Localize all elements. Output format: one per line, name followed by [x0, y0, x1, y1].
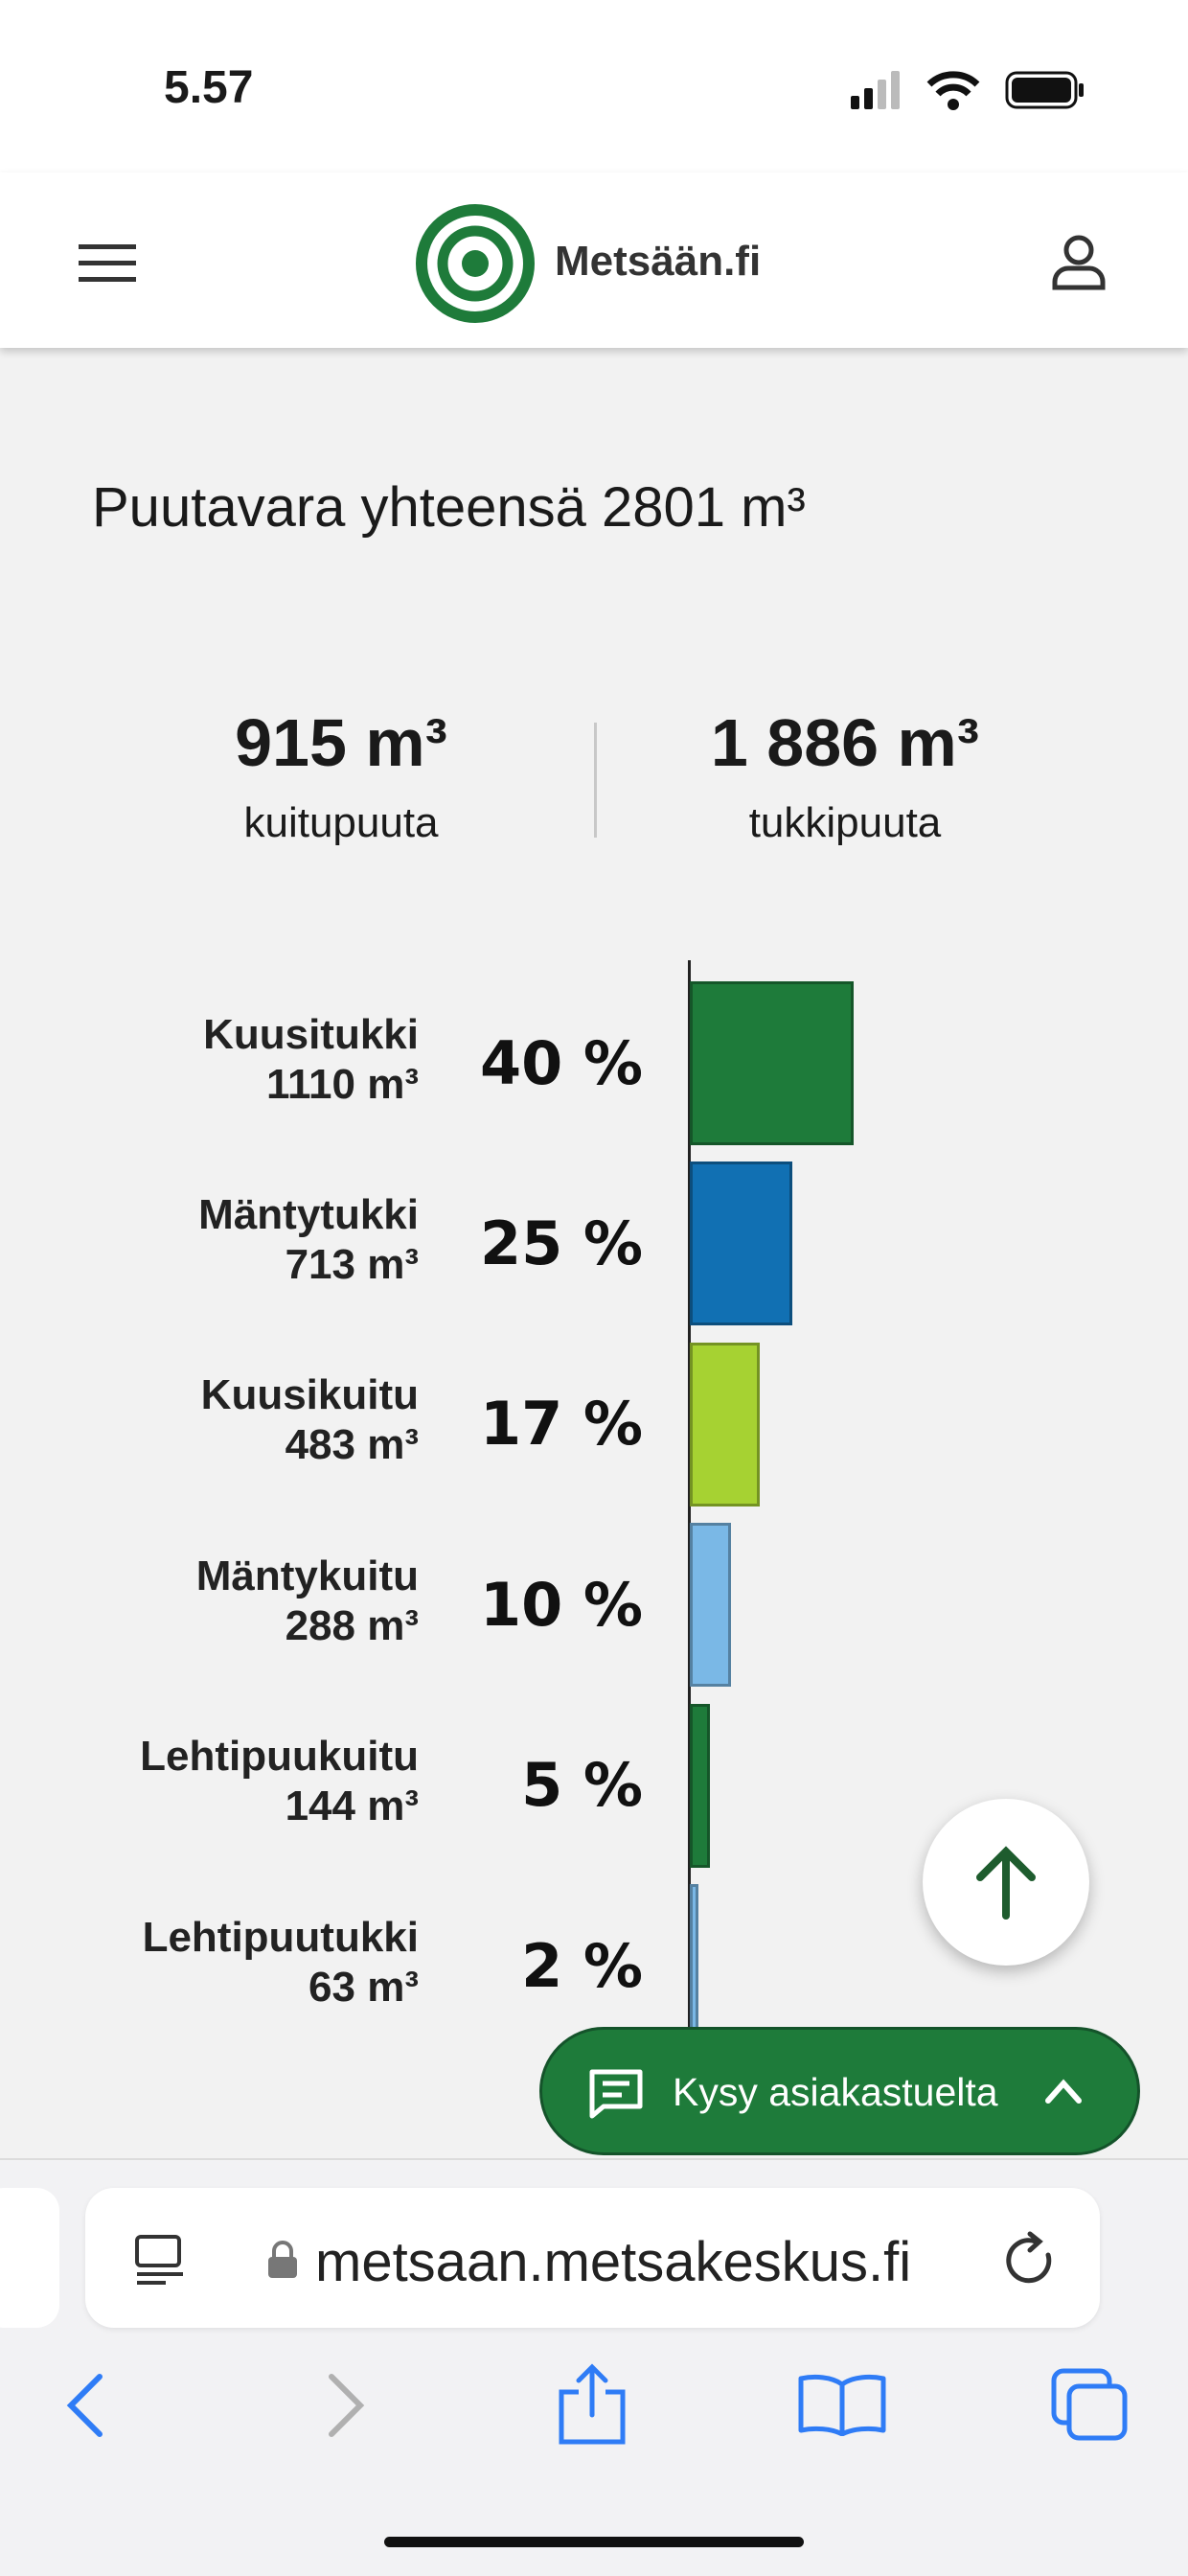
- browser-toolbar: metsaan.metsakeskus.fi: [0, 2158, 1188, 2576]
- site-header: Metsään.fi: [0, 172, 1188, 348]
- summary-label: tukkipuuta: [748, 799, 942, 846]
- address-bar[interactable]: metsaan.metsakeskus.fi: [85, 2188, 1100, 2328]
- bar: [690, 1162, 792, 1326]
- bar: [690, 981, 855, 1145]
- bar: [690, 1523, 731, 1688]
- percent-label: 5 %: [521, 1750, 643, 1821]
- reload-button[interactable]: [1003, 2230, 1061, 2289]
- category-label: Mäntykuitu: [195, 1552, 419, 1599]
- chat-icon: [589, 2069, 643, 2119]
- percent-label: 10 %: [480, 1569, 643, 1640]
- category-label: Lehtipuutukki: [142, 1913, 419, 1961]
- reader-icon[interactable]: [133, 2234, 187, 2286]
- chevron-up: [1045, 2079, 1082, 2104]
- percent-label: 2 %: [521, 1930, 643, 2001]
- url-text: metsaan.metsakeskus.fi: [315, 2231, 912, 2293]
- bar: [690, 1703, 711, 1868]
- bookmarks-button[interactable]: [797, 2373, 887, 2436]
- previous-tab[interactable]: [0, 2188, 59, 2328]
- volume-label: 713 m³: [285, 1240, 419, 1288]
- summary-label: kuitupuuta: [243, 799, 439, 846]
- scroll-top-button[interactable]: [923, 1799, 1089, 1966]
- volume-label: 483 m³: [285, 1421, 419, 1469]
- volume-label: 1110 m³: [265, 1060, 419, 1108]
- back-button[interactable]: [61, 2373, 111, 2438]
- volume-label: 63 m³: [308, 1963, 419, 2011]
- percent-label: 40 %: [480, 1027, 643, 1098]
- status-icons: [851, 71, 1084, 110]
- status-time: 5.57: [164, 62, 254, 113]
- summary-divider: [594, 723, 597, 838]
- percent-label: 25 %: [480, 1208, 643, 1278]
- bar: [690, 1342, 760, 1506]
- volume-label: 288 m³: [285, 1601, 419, 1649]
- summary-title: Puutavara yhteensä 2801 m³: [92, 476, 806, 539]
- category-label: Kuusitukki: [203, 1010, 419, 1058]
- arrow-up-icon: [976, 1846, 1036, 1920]
- axis-line: [688, 960, 691, 2036]
- forward-button[interactable]: [320, 2373, 370, 2438]
- summary-amount: 915 m³: [235, 705, 447, 780]
- category-label: Lehtipuukuitu: [140, 1733, 419, 1781]
- percent-label: 17 %: [480, 1389, 643, 1460]
- menu-button[interactable]: [79, 242, 138, 285]
- category-label: Kuusikuitu: [200, 1371, 419, 1419]
- share-button[interactable]: [556, 2361, 628, 2448]
- bar-chart: Kuusitukki 1110 m³ 40 % Mäntytukki 713 m³ 25 …: [140, 960, 855, 2048]
- home-indicator: [384, 2537, 804, 2547]
- summary-amount: 1 886 m³: [710, 705, 980, 780]
- logo-text[interactable]: Metsään.fi: [555, 238, 762, 285]
- logo-mark[interactable]: [416, 204, 535, 323]
- volume-label: 144 m³: [285, 1782, 419, 1830]
- bar: [690, 1884, 698, 2048]
- user-button[interactable]: [1051, 234, 1107, 291]
- chat-button[interactable]: Kysy asiakastuelta: [539, 2027, 1140, 2155]
- category-label: Mäntytukki: [198, 1190, 419, 1238]
- lock-icon: [268, 2241, 297, 2278]
- chat-label: Kysy asiakastuelta: [673, 2070, 998, 2114]
- status-bar: 5.57: [0, 0, 1188, 172]
- tabs-button[interactable]: [1050, 2367, 1131, 2444]
